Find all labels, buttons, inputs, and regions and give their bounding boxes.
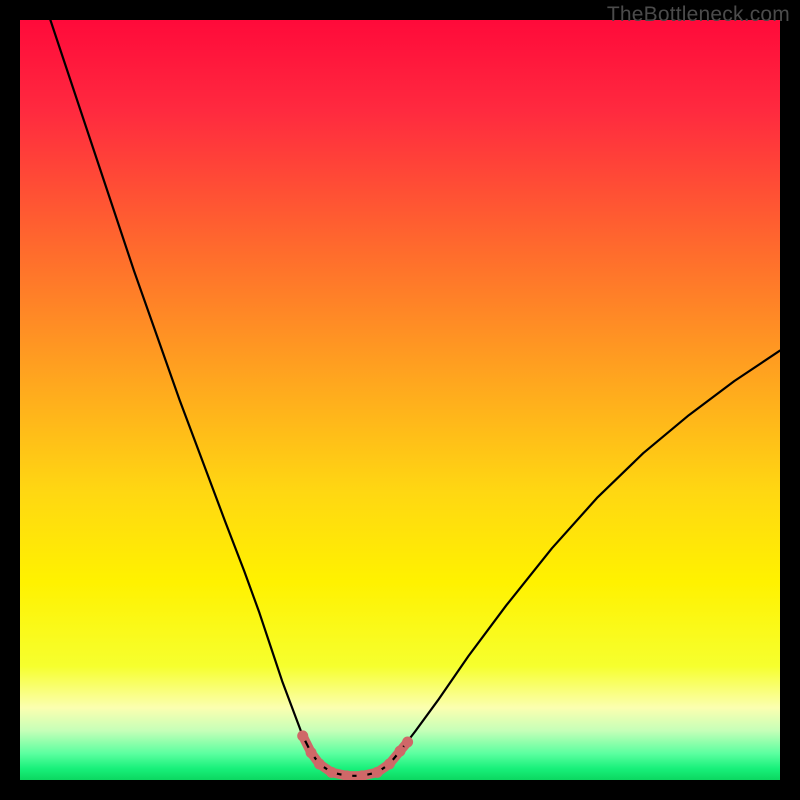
chart-container: TheBottleneck.com (0, 0, 800, 800)
plot-background (20, 20, 780, 780)
marker-dot (357, 771, 367, 781)
marker-dot (342, 771, 352, 781)
marker-dot (395, 746, 405, 756)
marker-dot (306, 748, 316, 758)
marker-dot (327, 767, 337, 777)
marker-dot (403, 737, 413, 747)
marker-dot (298, 731, 308, 741)
marker-dot (314, 759, 324, 769)
watermark-text: TheBottleneck.com (607, 3, 790, 27)
bottleneck-chart (0, 0, 800, 800)
marker-dot (384, 759, 394, 769)
marker-dot (372, 767, 382, 777)
